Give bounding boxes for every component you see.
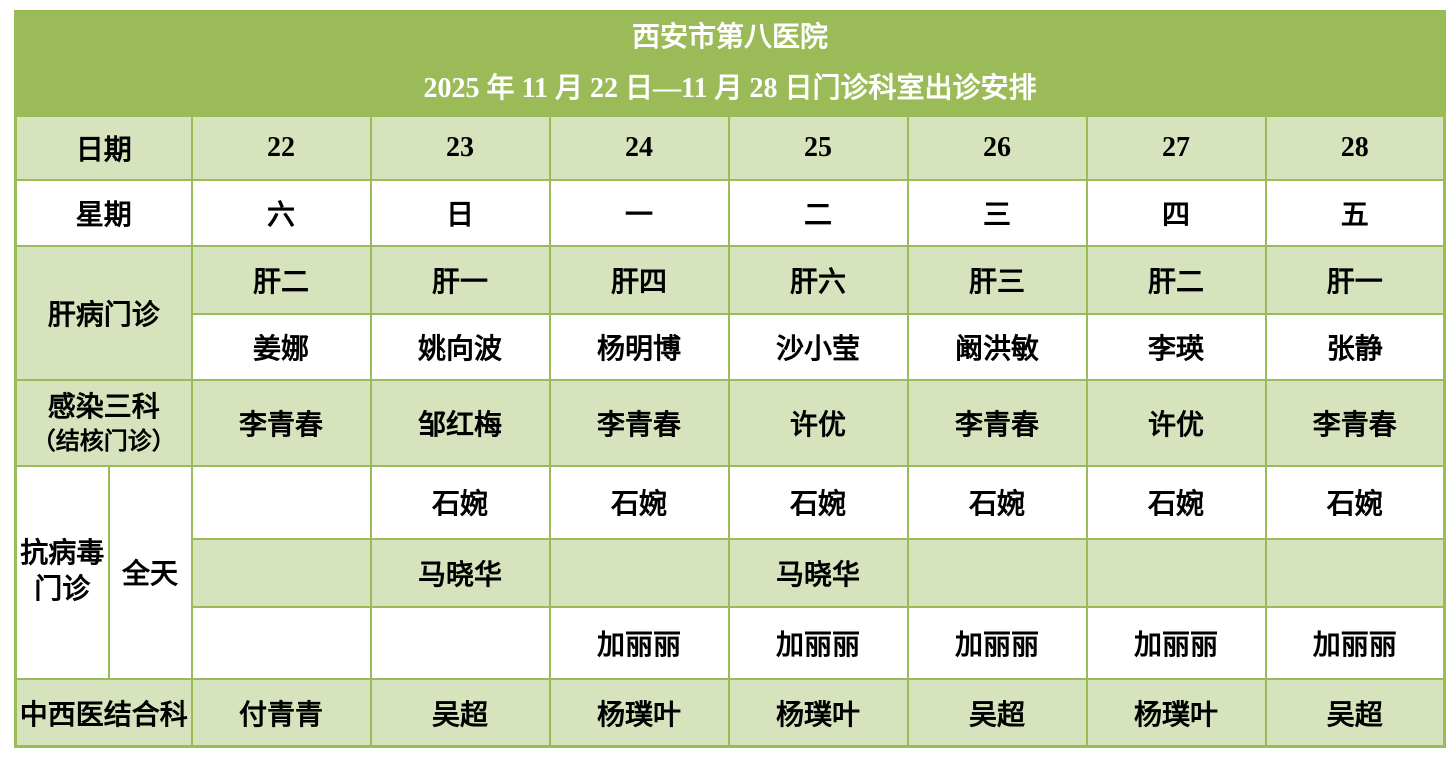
integrated-row: 中西医结合科 付青青 吴超 杨璞叶 杨璞叶 吴超 杨璞叶 吴超 — [14, 677, 1446, 748]
antiviral-doctor-cell: 石婉 — [1085, 464, 1267, 540]
antiviral-clinic-label: 抗病毒门诊 — [14, 464, 110, 680]
schedule-subtitle: 2025 年 11 月 22 日—11 月 28 日门诊科室出诊安排 — [423, 72, 1037, 104]
liver-doctor-cell: 姚向波 — [369, 312, 551, 381]
antiviral-doctor-cell: 石婉 — [548, 464, 730, 540]
weekday-row: 星期 六 日 一 二 三 四 五 — [14, 178, 1446, 247]
antiviral-row-1: 抗病毒门诊 全天 石婉 石婉 石婉 石婉 石婉 石婉 — [14, 464, 1446, 680]
integrated-doctor-cell: 杨璞叶 — [548, 677, 730, 748]
date-cell: 27 — [1085, 114, 1267, 181]
integrated-doctor-cell: 吴超 — [1264, 677, 1446, 748]
infection-dept-label: 感染三科 （结核门诊） — [14, 378, 193, 467]
infection-doctor-cell: 李青春 — [548, 378, 730, 467]
infection-doctor-cell: 李青春 — [190, 378, 372, 467]
infection-dept-name: 感染三科 — [47, 392, 160, 423]
infection-doctor-cell: 许优 — [727, 378, 909, 467]
antiviral-row-2: 马晓华 马晓华 — [16, 537, 1446, 608]
weekday-cell: 四 — [1085, 178, 1267, 247]
banner-row: 西安市第八医院 2025 年 11 月 22 日—11 月 28 日门诊科室出诊… — [14, 10, 1446, 117]
liver-room-cell: 肝二 — [1085, 244, 1267, 315]
liver-clinic-label: 肝病门诊 — [14, 244, 193, 381]
integrated-doctor-cell: 付青青 — [190, 677, 372, 748]
weekday-cell: 三 — [906, 178, 1088, 247]
liver-room-cell: 肝四 — [548, 244, 730, 315]
antiviral-doctor-cell: 马晓华 — [369, 537, 551, 608]
liver-doctor-cell: 张静 — [1264, 312, 1446, 381]
weekday-cell: 六 — [190, 178, 372, 247]
liver-doctor-cell: 阚洪敏 — [906, 312, 1088, 381]
liver-doctor-cell: 姜娜 — [190, 312, 372, 381]
liver-room-row: 肝病门诊 肝二 肝一 肝四 肝六 肝三 肝二 肝一 — [14, 244, 1446, 381]
antiviral-doctor-cell — [1264, 537, 1446, 608]
infection-row: 感染三科 （结核门诊） 李青春 邹红梅 李青春 许优 李青春 许优 李青春 — [14, 378, 1446, 467]
infection-doctor-cell: 李青春 — [906, 378, 1088, 467]
antiviral-doctor-cell — [190, 464, 372, 540]
infection-doctor-cell: 李青春 — [1264, 378, 1446, 467]
schedule-sheet: 西安市第八医院 2025 年 11 月 22 日—11 月 28 日门诊科室出诊… — [14, 10, 1446, 749]
antiviral-doctor-cell: 石婉 — [727, 464, 909, 540]
integrated-dept-label: 中西医结合科 — [14, 677, 193, 748]
liver-doctor-cell: 李瑛 — [1085, 312, 1267, 381]
weekday-cell: 一 — [548, 178, 730, 247]
antiviral-doctor-cell — [548, 537, 730, 608]
table-title: 西安市第八医院 2025 年 11 月 22 日—11 月 28 日门诊科室出诊… — [14, 10, 1446, 117]
weekday-row-label: 星期 — [14, 178, 193, 247]
antiviral-doctor-cell: 加丽丽 — [727, 605, 909, 680]
antiviral-doctor-cell: 加丽丽 — [1264, 605, 1446, 680]
hospital-name: 西安市第八医院 — [631, 22, 828, 53]
weekday-cell: 五 — [1264, 178, 1446, 247]
date-row: 日期 22 23 24 25 26 27 28 — [14, 114, 1446, 181]
date-cell: 25 — [727, 114, 909, 181]
antiviral-doctor-cell: 石婉 — [369, 464, 551, 540]
schedule-table: 西安市第八医院 2025 年 11 月 22 日—11 月 28 日门诊科室出诊… — [14, 10, 1446, 749]
weekday-cell: 日 — [369, 178, 551, 247]
liver-room-cell: 肝三 — [906, 244, 1088, 315]
tb-clinic-label: （结核门诊） — [31, 428, 176, 455]
liver-doctor-cell: 杨明博 — [548, 312, 730, 381]
integrated-doctor-cell: 杨璞叶 — [727, 677, 909, 748]
antiviral-doctor-cell: 石婉 — [1264, 464, 1446, 540]
antiviral-doctor-cell: 马晓华 — [727, 537, 909, 608]
liver-doctor-cell: 沙小莹 — [727, 312, 909, 381]
antiviral-doctor-cell: 加丽丽 — [1085, 605, 1267, 680]
liver-doctor-row: 姜娜 姚向波 杨明博 沙小莹 阚洪敏 李瑛 张静 — [16, 312, 1446, 381]
antiviral-doctor-cell — [369, 605, 551, 680]
weekday-cell: 二 — [727, 178, 909, 247]
antiviral-doctor-cell: 加丽丽 — [548, 605, 730, 680]
infection-doctor-cell: 邹红梅 — [369, 378, 551, 467]
date-row-label: 日期 — [14, 114, 193, 181]
integrated-doctor-cell: 杨璞叶 — [1085, 677, 1267, 748]
all-day-label: 全天 — [107, 464, 193, 680]
integrated-doctor-cell: 吴超 — [906, 677, 1088, 748]
date-cell: 24 — [548, 114, 730, 181]
date-cell: 23 — [369, 114, 551, 181]
antiviral-doctor-cell — [906, 537, 1088, 608]
antiviral-row-3: 加丽丽 加丽丽 加丽丽 加丽丽 加丽丽 — [16, 605, 1446, 680]
integrated-doctor-cell: 吴超 — [369, 677, 551, 748]
liver-room-cell: 肝一 — [369, 244, 551, 315]
liver-room-cell: 肝六 — [727, 244, 909, 315]
liver-room-cell: 肝一 — [1264, 244, 1446, 315]
liver-room-cell: 肝二 — [190, 244, 372, 315]
antiviral-doctor-cell — [190, 605, 372, 680]
antiviral-doctor-cell — [190, 537, 372, 608]
infection-doctor-cell: 许优 — [1085, 378, 1267, 467]
date-cell: 28 — [1264, 114, 1446, 181]
antiviral-doctor-cell: 加丽丽 — [906, 605, 1088, 680]
antiviral-doctor-cell — [1085, 537, 1267, 608]
date-cell: 22 — [190, 114, 372, 181]
antiviral-doctor-cell: 石婉 — [906, 464, 1088, 540]
date-cell: 26 — [906, 114, 1088, 181]
